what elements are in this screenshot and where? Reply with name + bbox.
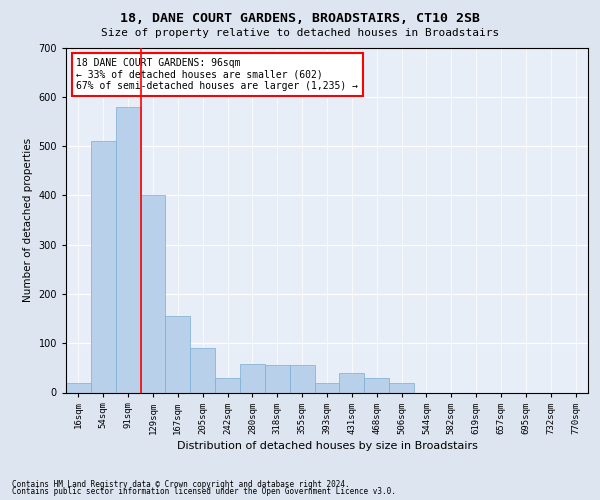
Text: Contains HM Land Registry data © Crown copyright and database right 2024.: Contains HM Land Registry data © Crown c… bbox=[12, 480, 350, 489]
Bar bbox=[116, 106, 140, 393]
Bar bbox=[166, 316, 190, 392]
Text: 18 DANE COURT GARDENS: 96sqm
← 33% of detached houses are smaller (602)
67% of s: 18 DANE COURT GARDENS: 96sqm ← 33% of de… bbox=[76, 58, 358, 91]
Bar bbox=[340, 373, 364, 392]
Bar bbox=[240, 364, 265, 392]
Bar bbox=[314, 382, 340, 392]
Text: Contains public sector information licensed under the Open Government Licence v3: Contains public sector information licen… bbox=[12, 488, 396, 496]
X-axis label: Distribution of detached houses by size in Broadstairs: Distribution of detached houses by size … bbox=[176, 440, 478, 450]
Bar bbox=[389, 382, 414, 392]
Bar bbox=[91, 141, 116, 393]
Bar bbox=[190, 348, 215, 393]
Bar bbox=[290, 366, 314, 392]
Bar bbox=[66, 382, 91, 392]
Bar bbox=[140, 196, 166, 392]
Y-axis label: Number of detached properties: Number of detached properties bbox=[23, 138, 33, 302]
Bar bbox=[364, 378, 389, 392]
Bar bbox=[265, 366, 290, 392]
Bar bbox=[215, 378, 240, 392]
Text: 18, DANE COURT GARDENS, BROADSTAIRS, CT10 2SB: 18, DANE COURT GARDENS, BROADSTAIRS, CT1… bbox=[120, 12, 480, 26]
Text: Size of property relative to detached houses in Broadstairs: Size of property relative to detached ho… bbox=[101, 28, 499, 38]
